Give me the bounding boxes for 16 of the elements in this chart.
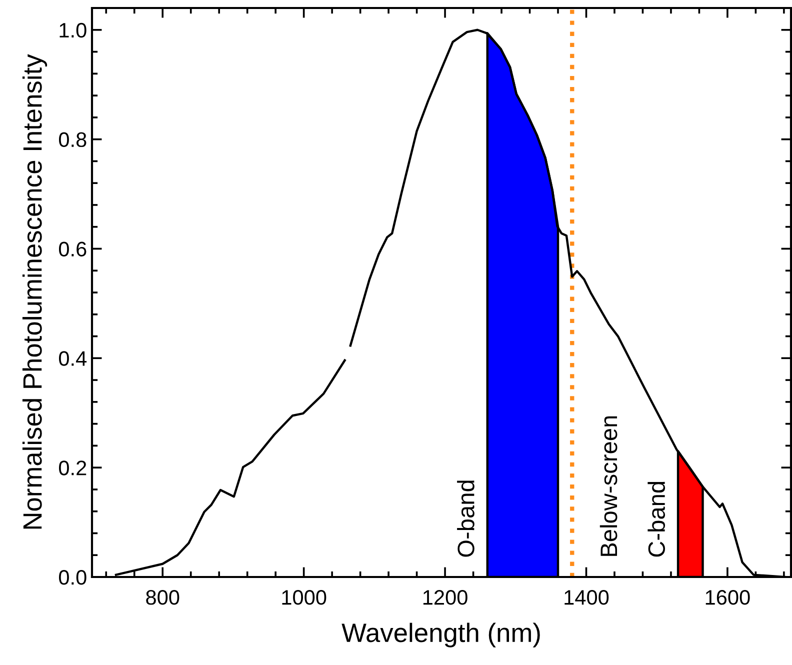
y-tick-label: 1.0 <box>60 22 86 38</box>
y-tick-label: 0.4 <box>58 351 87 366</box>
y-tick-label: 0.6 <box>58 242 86 256</box>
y-axis-title: Normalised Photoluminescence Intensity <box>22 54 48 529</box>
y-tick-label: 0.2 <box>58 460 86 476</box>
y-tick-label: 0.0 <box>58 570 86 585</box>
text: O-band <box>457 480 474 557</box>
x-axis-title: Wavelength (nm) <box>342 622 540 648</box>
ref-line-label: Below-screen <box>600 416 618 556</box>
text: C-band <box>648 482 666 557</box>
x-tick-label: 1400 <box>564 590 609 605</box>
x-tick-label: 1000 <box>282 590 326 605</box>
x-tick-label: 1600 <box>706 590 750 605</box>
x-tick-label: 1200 <box>423 590 468 605</box>
y-tick-label: 0.8 <box>58 132 86 148</box>
x-tick-label: 800 <box>146 590 180 605</box>
